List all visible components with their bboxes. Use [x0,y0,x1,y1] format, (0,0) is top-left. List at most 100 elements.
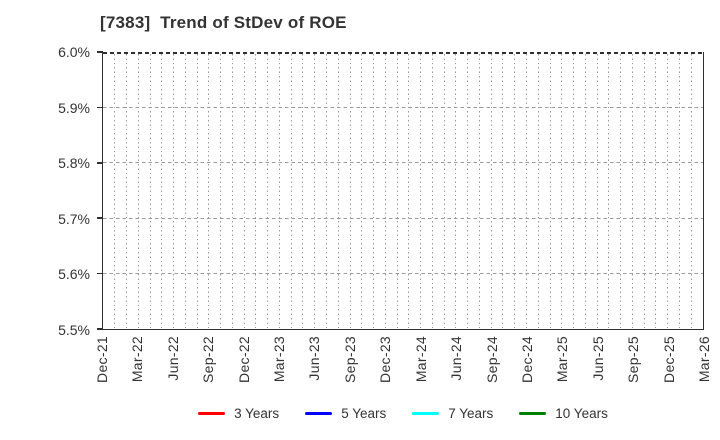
y-axis-tick [97,272,103,275]
x-tick-label: Dec-22 [235,336,253,396]
x-tick-label: Jun-25 [589,336,607,396]
gridline-vertical [208,54,210,329]
gridline-vertical [608,54,610,329]
y-axis-labels: 6.0% 5.9% 5.8% 5.7% 5.6% 5.5% [0,44,90,338]
y-axis-tick [97,328,103,330]
x-tick-label: Jun-22 [164,336,182,396]
plot-area [97,51,704,330]
gridline-vertical [537,54,539,329]
y-tick-label: 5.9% [58,99,90,116]
legend-label: 7 Years [448,405,494,421]
x-tick-label-text: Sep-23 [341,336,358,383]
gridline-vertical [549,54,551,329]
gridline-vertical [667,54,669,329]
gridline-vertical [690,54,692,329]
x-tick-label: Dec-24 [518,336,536,396]
gridline-vertical [678,54,680,329]
gridline-horizontal [103,273,703,275]
x-tick-label-text: Jun-22 [164,336,181,381]
gridline-vertical [149,54,151,329]
gridline-vertical [184,54,186,329]
gridline-vertical [326,54,328,329]
x-tick-label-text: Mar-26 [696,336,712,383]
x-tick-label: Dec-21 [93,336,111,396]
x-tick-label-text: Dec-23 [377,336,394,383]
gridline-vertical [561,54,563,329]
gridline-vertical [173,54,175,329]
x-tick-label: Mar-26 [695,336,713,396]
gridline-vertical [278,54,280,329]
gridline-vertical [243,54,245,329]
gridline-vertical [502,54,504,329]
x-tick-label-text: Sep-24 [483,336,500,383]
gridline-vertical [220,54,222,329]
chart-title: [7383] Trend of StDev of ROE [100,13,347,32]
x-tick-label-text: Dec-24 [518,336,535,383]
gridline-vertical [408,54,410,329]
x-tick-label-text: Mar-22 [129,336,146,383]
gridline-vertical [137,54,139,329]
gridline-vertical [631,54,633,329]
x-tick-label: Dec-23 [376,336,394,396]
gridline-vertical [478,54,480,329]
x-tick-label-text: Dec-21 [94,336,110,383]
x-tick-label-text: Mar-24 [412,336,429,383]
x-tick-label-text: Sep-22 [200,336,217,383]
gridline-vertical [161,54,163,329]
gridline-vertical [643,54,645,329]
x-tick-label-text: Jun-23 [306,336,323,381]
gridline-vertical [526,54,528,329]
gridline-vertical [455,54,457,329]
gridline-vertical [349,54,351,329]
gridline-vertical [573,54,575,329]
gridline-vertical [337,54,339,329]
gridline-vertical [267,54,269,329]
gridline-vertical [126,54,128,329]
gridline-vertical [302,54,304,329]
gridline-horizontal [103,162,703,164]
gridline-horizontal [103,106,703,108]
gridline-vertical [314,54,316,329]
legend-line-swatch [412,411,440,415]
x-tick-label-text: Jun-25 [589,336,606,381]
legend-line-swatch [198,411,226,415]
y-tick-label: 5.5% [58,322,90,338]
x-tick-label: Jun-24 [447,336,465,396]
x-tick-label: Mar-24 [412,336,430,396]
x-tick-label: Sep-22 [199,336,217,396]
gridline-vertical [443,54,445,329]
x-tick-label-text: Dec-22 [235,336,252,383]
legend-line-swatch [519,411,547,415]
legend-item: 10 Years [519,406,608,421]
x-tick-label: Sep-25 [624,336,642,396]
gridline-vertical [431,54,433,329]
gridline-vertical [384,54,386,329]
x-tick-label: Mar-25 [553,336,571,396]
gridline-vertical [467,54,469,329]
chart-legend: 3 Years 5 Years 7 Years 10 Years [102,404,704,422]
x-tick-label-text: Mar-25 [554,336,571,383]
x-tick-label: Jun-23 [305,336,323,396]
gridline-vertical [196,54,198,329]
x-tick-label: Sep-23 [341,336,359,396]
plot-top-border [103,52,703,54]
y-axis-tick [97,162,103,164]
gridline-vertical [361,54,363,329]
x-tick-label: Mar-23 [270,336,288,396]
x-tick-label-text: Mar-23 [271,336,288,383]
x-tick-label: Dec-25 [660,336,678,396]
x-tick-label-text: Jun-24 [448,336,465,381]
gridline-vertical [514,54,516,329]
x-axis-labels: Dec-21 Mar-22 Jun-22 Sep-22 Dec-22 Mar-23 Jun-… [94,336,712,396]
gridline-vertical [596,54,598,329]
y-axis-tick [97,51,103,53]
gridline-vertical [255,54,257,329]
y-tick-label: 5.6% [58,266,90,283]
legend-label: 3 Years [234,405,280,421]
gridline-vertical [114,54,116,329]
legend-label: 10 Years [555,405,608,421]
gridline-vertical [655,54,657,329]
y-tick-label: 5.8% [58,155,90,172]
legend-line-swatch [305,411,333,415]
